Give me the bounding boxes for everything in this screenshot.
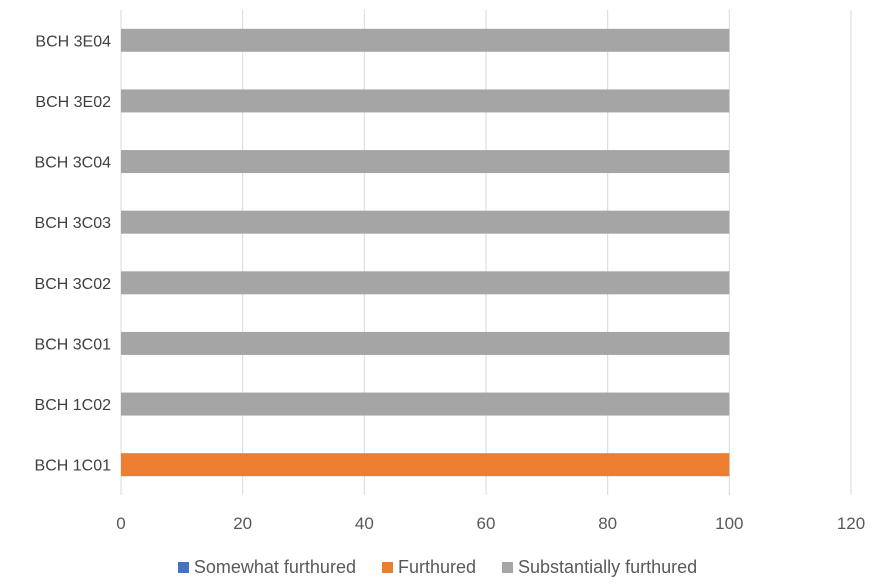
x-tick-label: 100 (715, 514, 743, 533)
x-tick-label: 40 (355, 514, 374, 533)
legend-swatch-furthured (381, 562, 393, 573)
chart-plot: 0 20 40 60 80 100 120 BCH 1C01 BCH 1C02 BCH 3C01 B… (35, 10, 865, 533)
legend-item-somewhat-furthured: Somewhat furthured (177, 557, 356, 578)
bar (121, 331, 730, 355)
bar (121, 392, 730, 416)
y-category-label: BCH 3C01 (35, 336, 112, 353)
legend-label-furthured: Furthured (397, 557, 477, 577)
y-category-label: BCH 3E04 (35, 33, 111, 50)
y-category-label: BCH 3C04 (35, 155, 112, 172)
x-tick-label: 0 (116, 514, 125, 533)
legend-item-furthured: Furthured (381, 557, 477, 578)
legend-label-substantially-furthured: Substantially furthured (518, 557, 698, 577)
bar (121, 271, 730, 295)
y-category-label: BCH 3C02 (35, 276, 112, 293)
y-category-label: BCH 3C03 (35, 215, 112, 232)
legend-label-somewhat-furthured: Somewhat furthured (193, 557, 356, 577)
bar (121, 210, 730, 234)
bar (121, 453, 730, 477)
y-category-label: BCH 1C02 (35, 397, 112, 414)
bar (121, 28, 730, 52)
x-tick-label: 80 (598, 514, 617, 533)
y-category-label: BCH 3E02 (35, 94, 111, 111)
x-tick-label: 60 (477, 514, 496, 533)
bar (121, 150, 730, 174)
legend-swatch-substantially-furthured (502, 562, 514, 573)
legend-swatch-somewhat-furthured (177, 562, 189, 573)
bar (121, 89, 730, 113)
x-tick-label: 120 (837, 514, 865, 533)
y-category-label: BCH 1C01 (35, 458, 112, 475)
x-tick-label: 20 (233, 514, 252, 533)
legend-item-substantially-furthured: Substantially furthured (502, 557, 697, 578)
chart-legend: Somewhat furthured Furthured Substantial… (0, 557, 875, 578)
